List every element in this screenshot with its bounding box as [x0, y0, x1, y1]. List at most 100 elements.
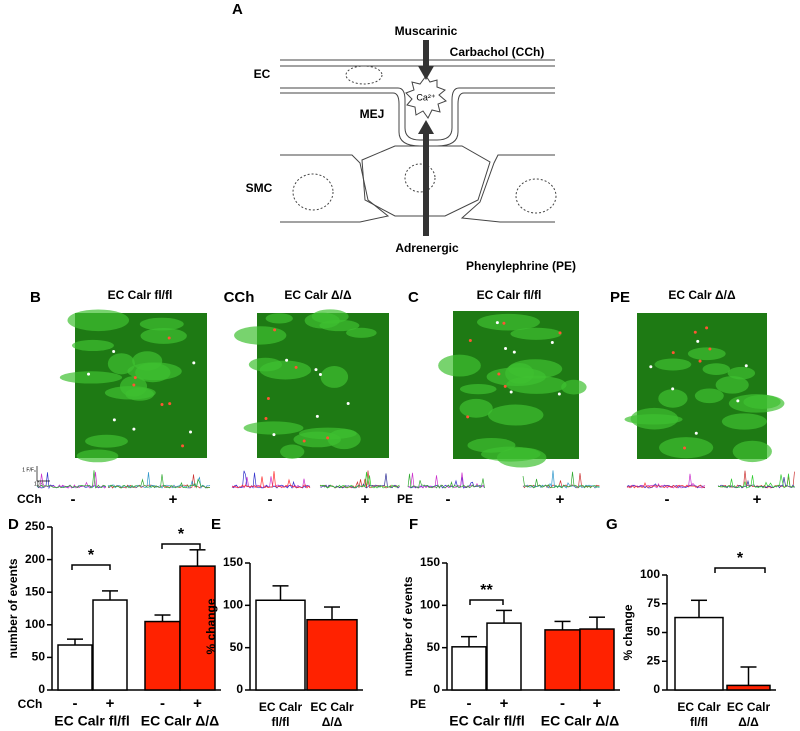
panel-label: A [232, 1, 243, 18]
event-marker [497, 372, 501, 376]
nucleus [515, 178, 557, 214]
significance-label: * [178, 526, 185, 543]
event-marker [744, 364, 748, 368]
event-marker [133, 376, 137, 380]
cell [654, 358, 692, 371]
event-marker [302, 439, 306, 443]
sign: + [753, 491, 762, 508]
trace [36, 472, 107, 490]
event-marker [557, 392, 561, 396]
trace [407, 473, 485, 489]
trace [717, 473, 795, 489]
cell [140, 327, 187, 344]
event-marker [694, 431, 698, 435]
event-marker [705, 326, 709, 330]
y-axis-label: number of events [401, 576, 415, 676]
sign: - [71, 491, 76, 508]
image-title: EC Calr fl/fl [477, 288, 542, 302]
cell [721, 413, 767, 430]
event-marker [189, 430, 193, 434]
cell [59, 371, 123, 384]
cell [67, 309, 130, 332]
cell [280, 444, 305, 459]
x-tick-label: + [500, 695, 509, 712]
label: Carbachol (CCh) [450, 45, 545, 59]
diagram [280, 40, 557, 236]
nucleus [404, 163, 436, 193]
trace [231, 471, 311, 489]
event-marker [112, 418, 116, 422]
y-axis-label: % change [621, 604, 635, 660]
y-tick-label: 0 [236, 682, 243, 696]
cell [687, 347, 726, 361]
event-marker [466, 415, 470, 419]
panel-label: D [8, 516, 19, 533]
cell [732, 440, 772, 463]
event-marker [112, 350, 116, 354]
calcium-burst [405, 75, 447, 119]
event-marker [273, 328, 277, 332]
panel-label: F [409, 516, 418, 533]
label: Ca²⁺ [416, 92, 436, 102]
significance-label: * [737, 550, 744, 567]
y-tick-label: 0 [433, 682, 440, 696]
event-marker [495, 321, 499, 325]
significance-label: ** [480, 582, 493, 599]
event-marker [168, 402, 172, 406]
significance-bracket [161, 543, 201, 549]
panel-label: C [408, 289, 419, 306]
cell [346, 327, 377, 338]
sign: - [446, 491, 451, 508]
event-marker [736, 399, 740, 403]
cell [630, 407, 679, 430]
event-marker [683, 446, 687, 450]
group-label: EC Calr fl/fl [54, 713, 129, 729]
event-marker [649, 365, 653, 369]
event-marker [509, 390, 513, 394]
cell [496, 447, 547, 468]
trace [626, 481, 706, 489]
sign: + [361, 491, 370, 508]
x-tick-label: EC Calr Δ/Δ [310, 700, 354, 729]
event-marker [671, 387, 675, 391]
event-marker [181, 444, 185, 448]
bar [674, 616, 724, 691]
label: MEJ [360, 107, 385, 121]
event-marker [696, 339, 700, 343]
bar [306, 618, 358, 691]
significance-bracket [714, 567, 766, 573]
event-marker [503, 384, 507, 388]
trace [522, 470, 600, 489]
event-marker [87, 372, 91, 376]
cell [127, 362, 182, 381]
cell [743, 394, 781, 409]
trace [107, 474, 211, 489]
cell [659, 437, 714, 459]
cell [487, 404, 544, 426]
trace [717, 477, 795, 489]
cell [85, 434, 128, 448]
row-label: PE [397, 492, 413, 506]
smc-cell [460, 154, 555, 223]
cell [438, 354, 481, 377]
y-tick-label: 50 [230, 640, 244, 654]
cell [299, 427, 357, 440]
trace [36, 470, 107, 489]
event-marker [132, 383, 136, 387]
event-marker [294, 365, 298, 369]
x-tick-label: EC Calr fl/fl [259, 700, 303, 729]
sign: + [556, 491, 565, 508]
cell [234, 326, 287, 345]
sign: + [169, 491, 178, 508]
agonist: PE [610, 289, 630, 306]
x-tick-label: - [73, 695, 78, 712]
bar [144, 620, 181, 691]
scale-label: 1 F/F₀ [22, 467, 36, 473]
y-tick-label: 200 [25, 552, 45, 566]
event-marker [504, 346, 508, 350]
cell [107, 353, 136, 375]
event-marker [314, 368, 318, 372]
row-label: CCh [17, 492, 42, 506]
cell [694, 388, 724, 404]
scale-bar [36, 466, 50, 482]
